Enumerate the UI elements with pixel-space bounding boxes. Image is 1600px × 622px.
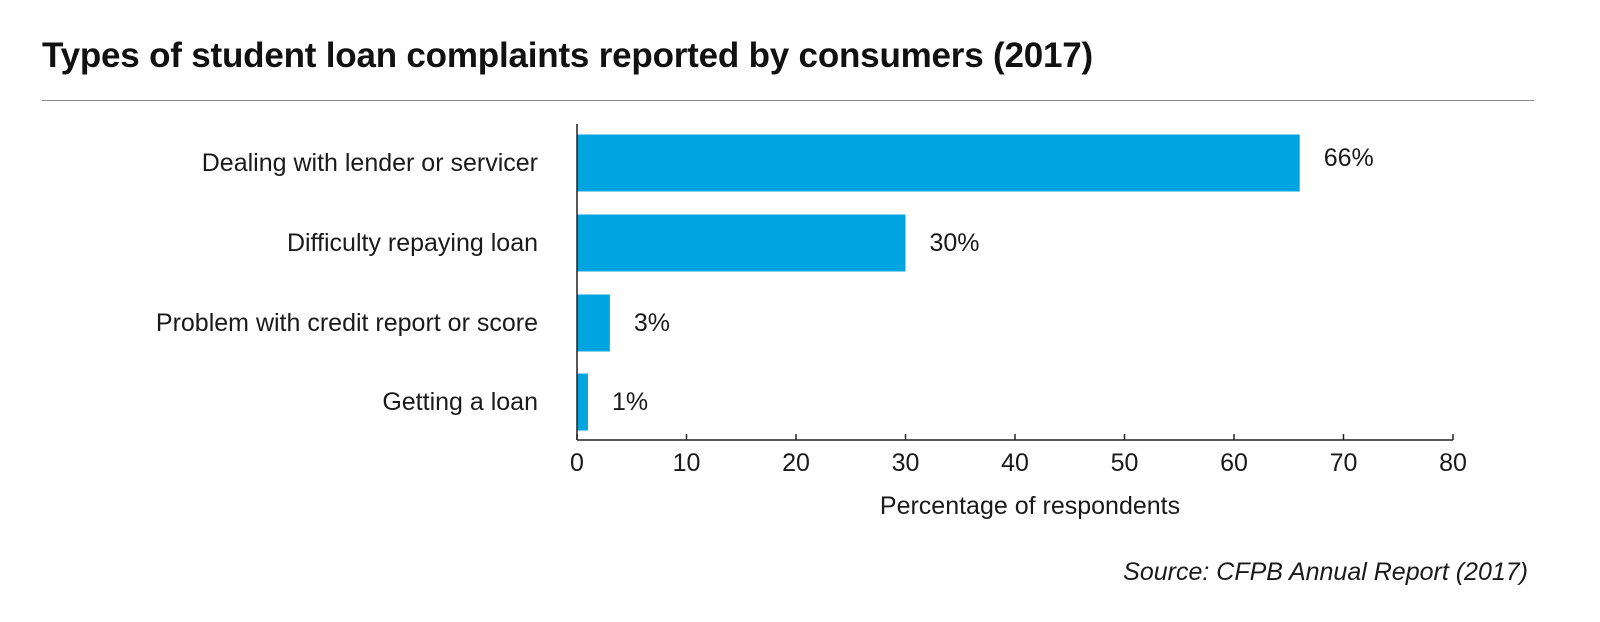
category-label: Getting a loan [382,388,538,416]
x-tick-label: 40 [1001,449,1029,477]
x-tick-label: 70 [1330,449,1358,477]
bar-2 [577,214,906,272]
x-tick-label: 50 [1111,449,1139,477]
category-label: Problem with credit report or score [156,309,538,337]
data-label: 1% [612,388,648,416]
x-tick-label: 80 [1439,449,1467,477]
bar-3 [577,294,610,352]
x-tick-label: 60 [1220,449,1248,477]
data-label: 3% [634,309,670,337]
x-axis-title: Percentage of respondents [880,492,1180,520]
category-label: Difficulty repaying loan [287,229,538,257]
chart-title: Types of student loan complaints reporte… [42,36,1093,75]
x-tick-label: 10 [673,449,701,477]
data-label: 66% [1324,144,1374,172]
x-tick-label: 0 [570,449,584,477]
bar-1 [577,134,1300,192]
data-label: 30% [930,229,980,257]
source-note: Source: CFPB Annual Report (2017) [1123,558,1528,586]
title-divider [42,100,1534,101]
bar-4 [577,373,588,431]
x-tick-label: 30 [892,449,920,477]
x-tick-label: 20 [782,449,810,477]
category-label: Dealing with lender or servicer [202,149,538,177]
